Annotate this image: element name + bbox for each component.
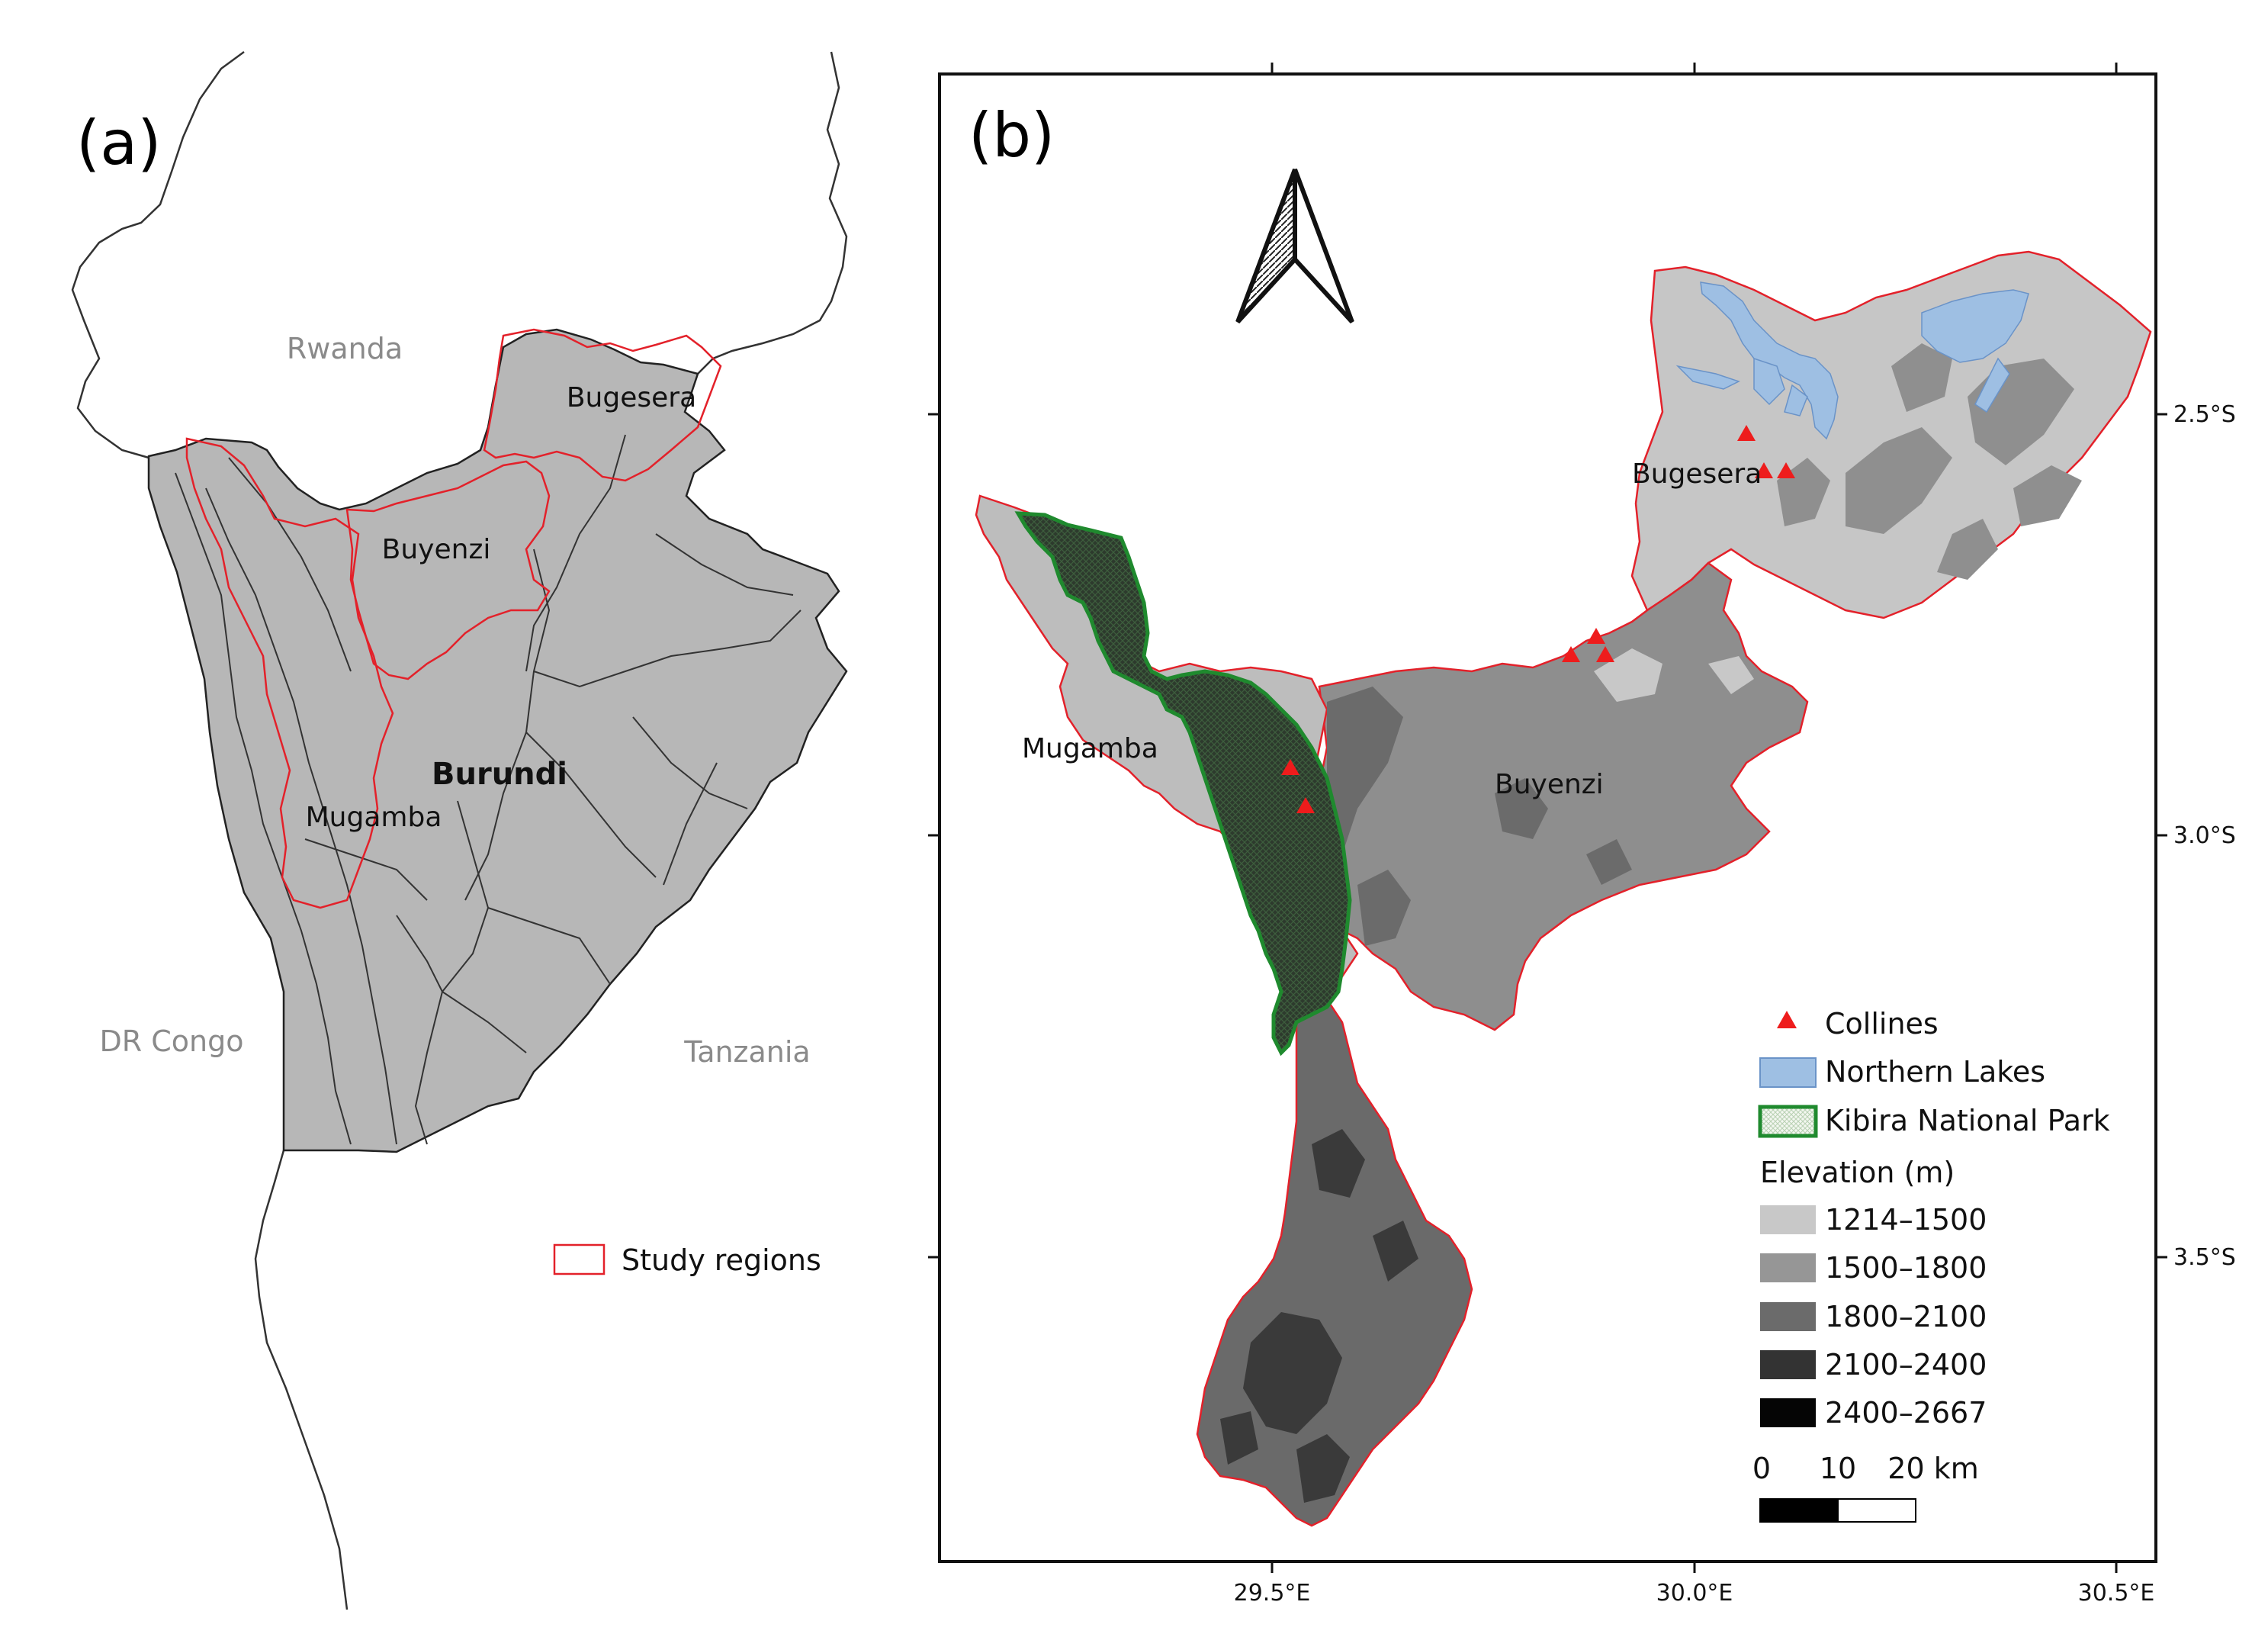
scale-bar: 0 10 20 km — [1752, 1452, 1979, 1523]
colline-marker — [1777, 462, 1795, 478]
mugamba-label-b: Mugamba — [1022, 733, 1158, 764]
elevation-swatch-3 — [1760, 1302, 1816, 1331]
elevation-class-label-3: 1800–2100 — [1825, 1300, 1987, 1333]
study-regions-legend-label: Study regions — [622, 1243, 821, 1277]
drc-border-south — [254, 1150, 349, 1610]
bugesera-relief — [1777, 343, 2082, 580]
panel-a-label: (a) — [76, 108, 161, 179]
panel-b-label: (b) — [969, 100, 1055, 171]
northern-lakes — [1675, 281, 2029, 440]
elevation-swatch-1 — [1760, 1205, 1816, 1234]
collines-markers — [1281, 425, 1795, 813]
y-tick-label-1: 2.5°S — [2173, 401, 2236, 428]
elevation-swatch-2 — [1760, 1253, 1816, 1282]
study-regions-swatch — [553, 1243, 606, 1275]
study-region-buyenzi-a — [345, 460, 551, 680]
elevation-relief-mid — [1327, 687, 1632, 946]
colline-marker — [1562, 646, 1580, 662]
scale-bar-white-segment — [1837, 1498, 1916, 1523]
elevation-legend-title: Elevation (m) — [1760, 1156, 1955, 1189]
scale-bar-label-20: 20 km — [1887, 1452, 1978, 1485]
map-ticks — [928, 63, 2167, 1573]
kibira-swatch — [1758, 1105, 1818, 1138]
drc-label: DR Congo — [100, 1024, 244, 1058]
tanzania-border-north — [697, 51, 848, 375]
buyenzi-label-a: Buyenzi — [382, 534, 491, 565]
scale-bar-black-segment — [1759, 1498, 1839, 1523]
elevation-class-label-1: 1214–1500 — [1825, 1203, 1987, 1237]
elevation-class-label-2: 1500–1800 — [1825, 1251, 1987, 1285]
bugesera-label-b: Bugesera — [1632, 458, 1762, 490]
elevation-swatch-4 — [1760, 1350, 1816, 1379]
elevation-swatch-5 — [1760, 1398, 1816, 1427]
kibira-legend-label: Kibira National Park — [1825, 1104, 2110, 1137]
elevation-class-label-4: 2100–2400 — [1825, 1348, 1987, 1382]
panel-a: (a) Rwanda DR Con — [71, 50, 848, 1610]
burundi-label: Burundi — [432, 757, 567, 792]
province-borders — [175, 434, 802, 1145]
northern-lakes-swatch — [1759, 1057, 1817, 1088]
study-region-mugamba-a — [185, 437, 394, 909]
scale-bar-label-0: 0 — [1752, 1452, 1771, 1485]
northern-lakes-legend-label: Northern Lakes — [1825, 1055, 2045, 1089]
x-tick-label-3: 30.5°E — [2078, 1580, 2155, 1607]
x-tick-label-1: 29.5°E — [1234, 1580, 1311, 1607]
y-tick-label-3: 3.5°S — [2173, 1244, 2236, 1271]
colline-marker — [1296, 797, 1315, 813]
buyenzi-region-b — [1310, 561, 1809, 1031]
colline-marker — [1755, 462, 1773, 478]
kibira-national-park — [1014, 511, 1352, 1057]
legend-b: Collines Northern Lakes Kibira National … — [1758, 1007, 2110, 1430]
colline-marker — [1596, 646, 1614, 662]
elevation-relief-dark — [1220, 1129, 1418, 1503]
y-tick-label-2: 3.0°S — [2173, 822, 2236, 849]
collines-legend-label: Collines — [1825, 1007, 1939, 1041]
rwanda-label: Rwanda — [287, 332, 403, 365]
colline-marker — [1587, 628, 1605, 644]
panel-b: 29.5°E 30.0°E 30.5°E 2.5°S 3.0°S 3.5°S (… — [928, 63, 2236, 1607]
legend-a: Study regions — [553, 1243, 821, 1277]
colline-marker — [1737, 425, 1756, 441]
rwanda-border-line — [71, 50, 245, 459]
x-tick-label-2: 30.0°E — [1656, 1580, 1733, 1607]
elevation-class-label-5: 2400–2667 — [1825, 1396, 1987, 1430]
collines-legend-icon — [1777, 1011, 1797, 1028]
scale-bar-label-10: 10 — [1820, 1452, 1856, 1485]
buyenzi-label-b: Buyenzi — [1495, 769, 1604, 800]
colline-marker — [1281, 759, 1299, 775]
bugesera-label-a: Bugesera — [567, 382, 696, 413]
study-region-bugesera-a — [483, 328, 722, 482]
tanzania-label: Tanzania — [683, 1035, 810, 1069]
north-arrow-icon — [1235, 168, 1354, 324]
mugamba-label-a: Mugamba — [306, 802, 442, 833]
burundi-country-shape — [147, 328, 848, 1153]
